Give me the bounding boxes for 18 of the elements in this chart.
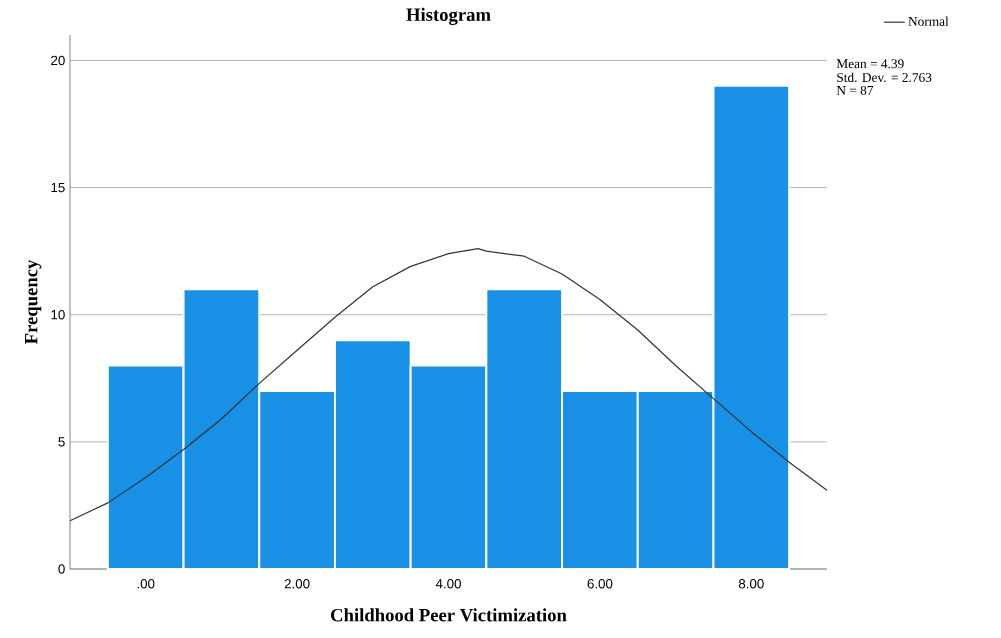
text: N = 87 — [836, 85, 874, 95]
x-tick-label: 8.00 — [738, 579, 764, 589]
y-tick-label: 10 — [51, 309, 65, 320]
text: Mean = 4.39 — [836, 59, 904, 69]
y-tick-label: 0 — [58, 564, 65, 574]
line-series — [69, 247, 828, 522]
y-tick-label: 15 — [51, 182, 65, 193]
legend-label: Normal — [908, 16, 949, 26]
x-tick-label: 4.00 — [435, 579, 461, 589]
x-axis-title: Childhood Peer Victimization — [331, 608, 567, 622]
x-tick-label: .00 — [137, 579, 155, 589]
y-tick-label: 20 — [51, 55, 65, 66]
text: Std. Dev. = 2.763 — [837, 72, 932, 83]
x-tick-label: 2.00 — [284, 579, 310, 589]
y-tick-label: 5 — [58, 437, 65, 447]
chart-title: Histogram — [406, 7, 491, 25]
x-tick-label: 6.00 — [587, 579, 613, 589]
y-axis-title: Frequency — [25, 259, 42, 345]
